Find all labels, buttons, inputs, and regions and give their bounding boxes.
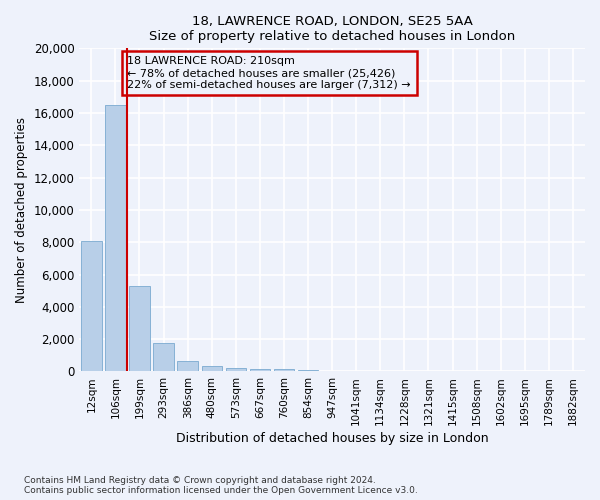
Y-axis label: Number of detached properties: Number of detached properties: [15, 117, 28, 303]
Bar: [274, 369, 294, 372]
Text: Contains HM Land Registry data © Crown copyright and database right 2024.
Contai: Contains HM Land Registry data © Crown c…: [24, 476, 418, 495]
Bar: [81, 240, 101, 372]
Bar: [154, 343, 174, 372]
Bar: [105, 105, 125, 372]
Bar: [178, 361, 198, 372]
Bar: [250, 368, 270, 372]
Title: 18, LAWRENCE ROAD, LONDON, SE25 5AA
Size of property relative to detached houses: 18, LAWRENCE ROAD, LONDON, SE25 5AA Size…: [149, 15, 515, 43]
Text: 18 LAWRENCE ROAD: 210sqm
← 78% of detached houses are smaller (25,426)
22% of se: 18 LAWRENCE ROAD: 210sqm ← 78% of detach…: [127, 56, 411, 90]
Bar: [298, 370, 318, 372]
X-axis label: Distribution of detached houses by size in London: Distribution of detached houses by size …: [176, 432, 488, 445]
Bar: [129, 286, 150, 372]
Bar: [202, 366, 222, 372]
Bar: [226, 368, 246, 372]
